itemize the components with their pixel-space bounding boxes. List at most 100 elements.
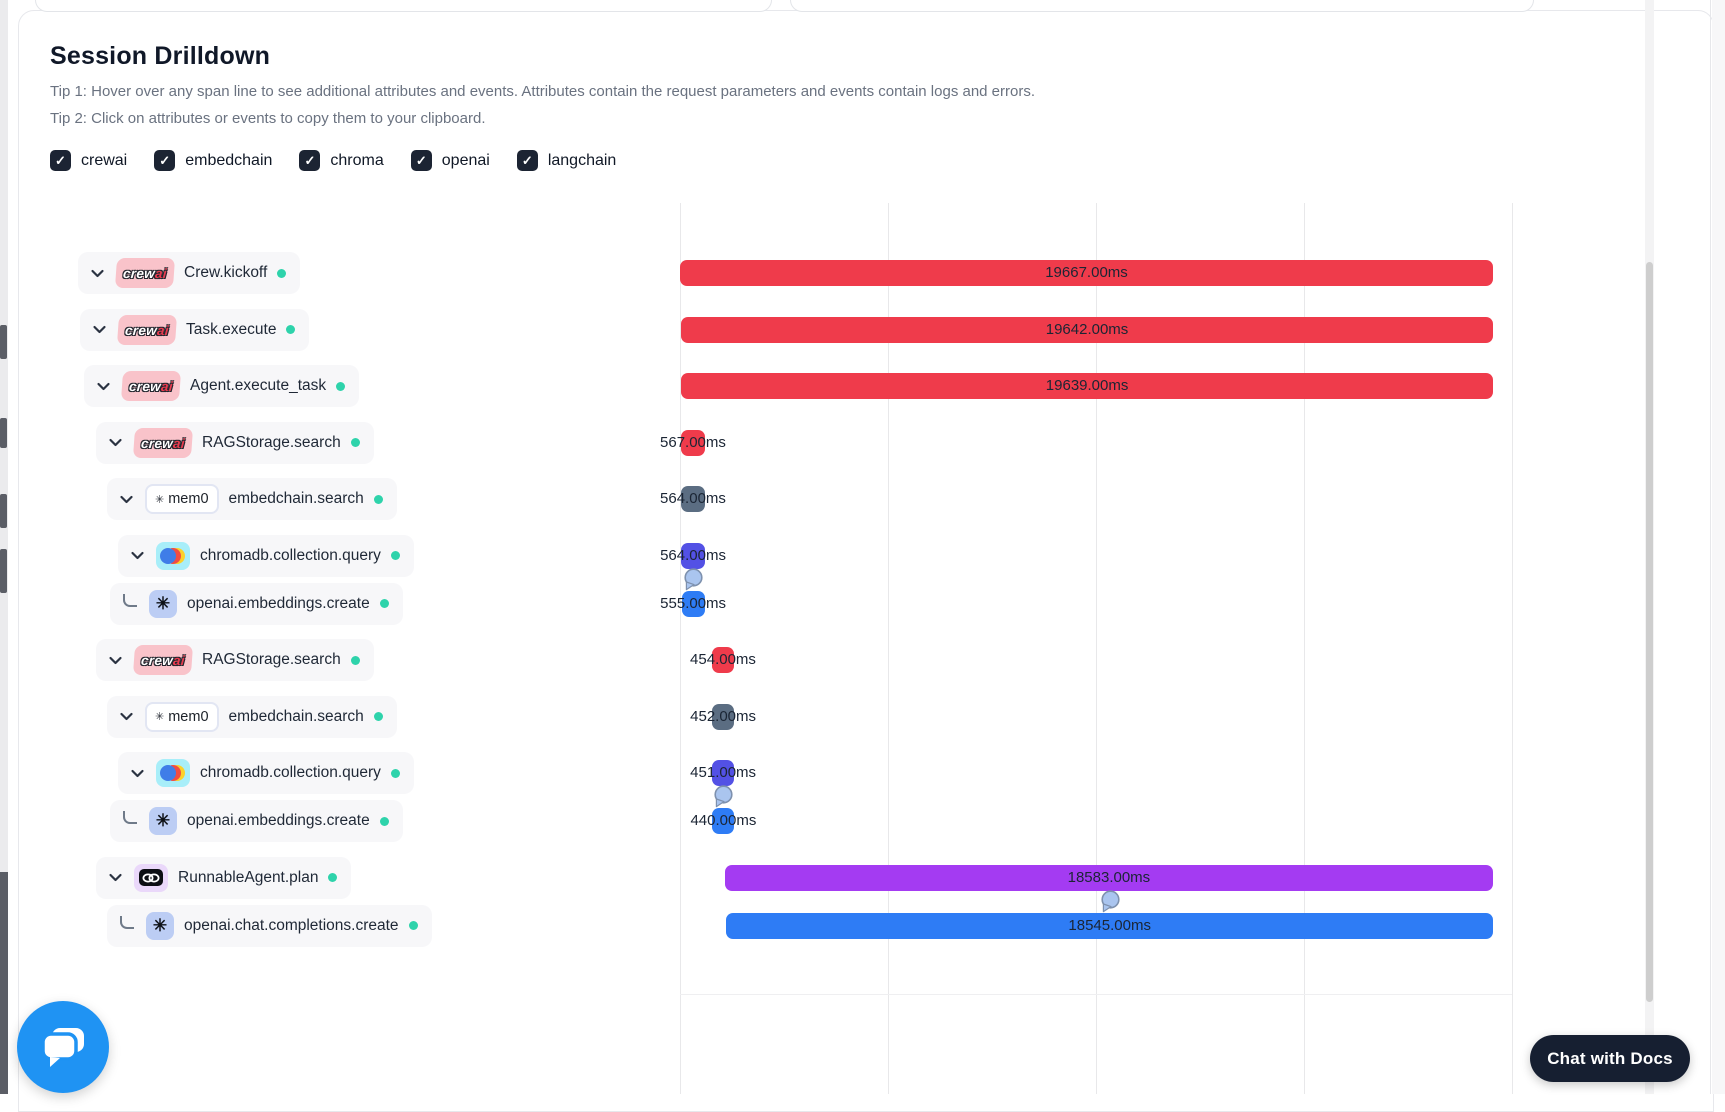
event-bubble-icon[interactable]: [1100, 889, 1121, 918]
crewai-logo: crew ai: [132, 645, 194, 675]
duration-label: 18545.00ms: [1068, 916, 1151, 934]
span-row[interactable]: RunnableAgent.plan: [96, 856, 352, 899]
span-duration-bar[interactable]: [712, 760, 735, 786]
duration-label: 564.00ms: [660, 546, 726, 564]
filter-label: embedchain: [185, 151, 273, 169]
duration-label: 19639.00ms: [1045, 377, 1129, 394]
chevron-down-icon[interactable]: [89, 265, 106, 282]
waterfall-bottom-border: [680, 994, 1512, 995]
elbow-connector-icon: [120, 915, 134, 929]
span-duration-bar[interactable]: [681, 590, 705, 617]
event-bubble-icon[interactable]: [713, 785, 734, 813]
span-row[interactable]: ✳ openai.embeddings.create: [110, 582, 403, 625]
crewai-logo: crew ai: [120, 371, 182, 401]
span-duration-bar[interactable]: [681, 316, 1493, 343]
span-duration-bar[interactable]: [712, 808, 735, 834]
duration-label: 564.00ms: [660, 490, 726, 507]
window-right-margin: [1712, 0, 1725, 1094]
chevron-down-icon[interactable]: [129, 765, 146, 782]
status-dot: [390, 551, 400, 560]
span-name: openai.embeddings.create: [187, 812, 370, 829]
timeline-gridline: [1096, 203, 1097, 1094]
mem0-logo: ✳ mem0: [145, 701, 219, 732]
checkbox-embedchain[interactable]: ✓: [154, 150, 176, 171]
duration-label: 18583.00ms: [1067, 868, 1151, 886]
span-name: Agent.execute_task: [190, 377, 327, 394]
span-row[interactable]: ✳ mem0 embedchain.search: [107, 695, 397, 738]
checkbox-langchain[interactable]: ✓: [516, 150, 538, 171]
chevron-down-icon[interactable]: [107, 434, 124, 451]
status-dot: [373, 494, 383, 504]
chevron-down-icon[interactable]: [107, 652, 124, 669]
duration-label: 454.00ms: [690, 651, 756, 668]
checkbox-chroma[interactable]: ✓: [299, 150, 321, 171]
span-row[interactable]: crew ai Agent.execute_task: [84, 365, 360, 407]
span-duration-bar[interactable]: [724, 864, 1493, 891]
span-duration-bar[interactable]: [681, 542, 705, 569]
crewai-word: ai: [156, 322, 170, 337]
chroma-blue-circle: [160, 547, 176, 564]
filter-item-embedchain[interactable]: ✓ embedchain: [154, 150, 272, 171]
span-row[interactable]: crew ai RAGStorage.search: [96, 421, 374, 464]
span-row[interactable]: ✳ openai.chat.completions.create: [107, 904, 432, 947]
span-duration-bar[interactable]: [711, 647, 734, 673]
span-row[interactable]: crew ai Crew.kickoff: [78, 252, 301, 294]
span-name: Task.execute: [186, 320, 277, 338]
span-row[interactable]: chromadb.collection.query: [118, 534, 414, 577]
background-page-edge: [0, 0, 8, 1094]
span-name: Crew.kickoff: [184, 264, 268, 281]
span-row[interactable]: ✳ mem0 embedchain.search: [107, 478, 397, 520]
gear-icon: ✳: [155, 711, 165, 723]
checkbox-openai[interactable]: ✓: [410, 150, 432, 171]
chat-with-docs-button[interactable]: Chat with Docs: [1530, 1035, 1690, 1082]
openai-logo: ✳: [149, 807, 177, 835]
mem0-label: mem0: [168, 708, 209, 725]
chevron-down-icon[interactable]: [118, 491, 135, 508]
chevron-down-icon[interactable]: [91, 321, 108, 338]
status-dot: [379, 816, 389, 826]
scrollbar-thumb[interactable]: [1646, 262, 1653, 1002]
span-duration-bar[interactable]: [681, 429, 705, 456]
filter-item-crewai[interactable]: ✓ crewai: [50, 150, 127, 171]
span-row[interactable]: chromadb.collection.query: [118, 752, 414, 794]
crewai-word: ai: [172, 652, 186, 668]
chat-launcher-button[interactable]: [17, 1001, 109, 1093]
chevron-down-icon[interactable]: [118, 708, 135, 725]
timeline-gridline: [1304, 203, 1305, 1094]
span-duration-bar[interactable]: [681, 373, 1493, 399]
span-duration-bar[interactable]: [726, 912, 1493, 939]
gear-icon: ✳: [155, 493, 165, 506]
chevron-down-icon[interactable]: [129, 547, 146, 564]
span-name: embedchain.search: [228, 490, 364, 507]
tip-1-text: Tip 1: Hover over any span line to see a…: [50, 83, 1036, 100]
background-fragment: [0, 418, 7, 448]
chroma-logo: [156, 759, 190, 787]
status-dot: [336, 381, 346, 391]
chat-bubbles-icon: [41, 1028, 84, 1067]
status-dot: [350, 655, 360, 665]
crewai-logo: crew ai: [116, 314, 178, 345]
openai-logo: ✳: [146, 911, 174, 940]
chevron-down-icon[interactable]: [107, 869, 124, 886]
filter-item-openai[interactable]: ✓ openai: [410, 150, 490, 171]
filter-item-langchain[interactable]: ✓ langchain: [516, 150, 616, 171]
chevron-down-icon[interactable]: [95, 378, 112, 395]
span-duration-bar[interactable]: [681, 486, 705, 512]
span-name: embedchain.search: [228, 707, 364, 725]
tip-2-text: Tip 2: Click on attributes or events to …: [50, 110, 486, 127]
status-dot: [286, 325, 296, 334]
span-row[interactable]: ✳ openai.embeddings.create: [110, 800, 403, 842]
span-duration-bar[interactable]: [712, 703, 735, 730]
status-dot: [328, 873, 338, 882]
top-card-left: [35, 0, 772, 12]
crewai-word: ai: [172, 435, 186, 450]
span-row[interactable]: crew ai Task.execute: [80, 308, 310, 351]
event-bubble-icon[interactable]: [683, 567, 704, 596]
checkbox-crewai[interactable]: ✓: [50, 150, 71, 171]
span-duration-bar[interactable]: [680, 260, 1493, 286]
background-fragment: [0, 872, 8, 1094]
span-row[interactable]: crew ai RAGStorage.search: [96, 639, 374, 681]
openai-logo: ✳: [149, 589, 177, 618]
mem0-label: mem0: [168, 491, 209, 507]
filter-item-chroma[interactable]: ✓ chroma: [299, 150, 384, 171]
